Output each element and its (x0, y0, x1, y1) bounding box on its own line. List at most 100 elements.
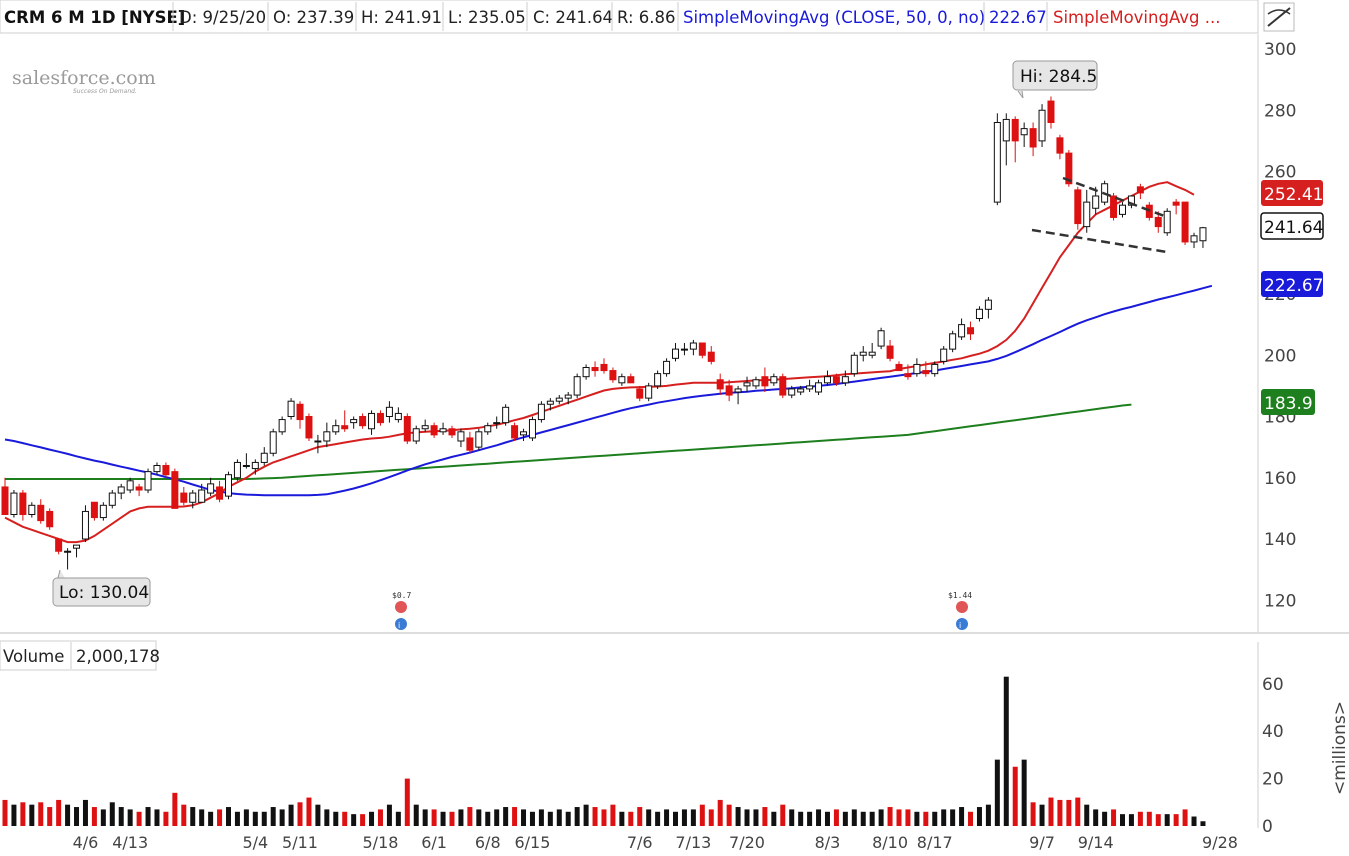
candle (412, 425, 420, 445)
volume-bar (1057, 799, 1063, 826)
candle-body (484, 425, 492, 433)
candle-body (591, 367, 599, 372)
candle (180, 486, 188, 506)
candle (126, 477, 134, 494)
candle-body (528, 419, 536, 439)
header-bar: CRM 6 M 1D [NYSE] D: 9/25/20 O: 237.39 H… (0, 0, 1259, 34)
price-tick-label: 260 (1264, 163, 1296, 183)
candle-body (323, 431, 331, 442)
high-label: Hi: 284.5 (1020, 67, 1097, 87)
candle-body (555, 397, 563, 402)
candle-body (823, 376, 831, 384)
candle-body (1011, 118, 1019, 142)
candle-body (1172, 201, 1180, 206)
volume-bar (1137, 811, 1143, 826)
candle (546, 398, 554, 411)
candle (859, 346, 867, 362)
candle-body (162, 465, 170, 476)
candle-body (913, 363, 921, 375)
volume-bar (762, 807, 768, 826)
candle (528, 416, 536, 441)
candle-body (28, 504, 36, 515)
candle (645, 382, 653, 402)
candle (421, 419, 429, 432)
candle-body (385, 406, 393, 417)
volume-bar (673, 811, 678, 826)
candle (520, 428, 528, 441)
candle-body (466, 437, 474, 451)
candle-body (10, 492, 18, 515)
candle (242, 453, 250, 469)
volume-bar (476, 809, 482, 826)
candle-body (180, 492, 188, 503)
volume-bar (1012, 766, 1018, 826)
candle-body (19, 492, 27, 515)
volume-bar (556, 809, 562, 826)
date-tick-label: 8/3 (815, 833, 841, 852)
header-high: H: 241.91 (361, 8, 442, 27)
candle (734, 385, 742, 405)
volume-bar (851, 809, 857, 826)
volume-bar (1039, 804, 1045, 826)
candle-body (975, 308, 983, 319)
candle (394, 407, 402, 423)
candle (19, 490, 27, 521)
volume-bar (226, 807, 231, 826)
volume-bar (38, 802, 44, 826)
volume-axis: 0 20 40 60 (1262, 675, 1284, 837)
candle (993, 113, 1001, 206)
candle-body (573, 376, 581, 396)
volume-bar (11, 804, 17, 826)
sma200-line (5, 403, 1132, 480)
volume-bar (860, 811, 866, 826)
candle-body (520, 431, 528, 436)
volume-bar (1075, 797, 1081, 826)
candle-body (233, 461, 241, 479)
candle (403, 413, 411, 445)
volume-bar (449, 811, 455, 826)
study2-label[interactable]: SimpleMovingAvg ... (1053, 8, 1221, 27)
volume-bar (896, 809, 902, 826)
candle (841, 370, 849, 386)
volume-bar (878, 809, 884, 826)
candle-body (1002, 118, 1010, 142)
candle (868, 343, 876, 359)
candle-body (296, 403, 304, 421)
candle-body (788, 388, 796, 396)
volume-bar (637, 807, 643, 826)
date-axis: 4/6 4/13 5/4 5/11 5/18 6/1 6/8 6/15 7/6 7/13 7/20 8… (73, 833, 1238, 852)
chart-style-button[interactable] (1263, 2, 1295, 32)
volume-bar (1048, 797, 1054, 826)
candle-body (421, 425, 429, 430)
candle (618, 373, 626, 386)
volume-bar (601, 809, 607, 826)
candle (877, 327, 885, 350)
candle-body (278, 419, 286, 433)
candle (823, 370, 831, 386)
earnings-event-1[interactable]: $0.7 i (392, 591, 411, 630)
candle-body (412, 428, 420, 442)
candle (761, 367, 769, 392)
candle (707, 346, 715, 365)
volume-bar (833, 809, 839, 826)
earnings-event-2[interactable]: $1.44 i (948, 591, 972, 630)
volume-bar (154, 809, 160, 826)
date-tick-label: 6/1 (421, 833, 447, 852)
symbol-label[interactable]: CRM 6 M 1D [NYSE] (4, 8, 185, 27)
candle (564, 392, 572, 405)
volume-bar (842, 811, 848, 826)
volume-bar (780, 804, 786, 826)
volume-bar (538, 809, 544, 826)
candle-body (475, 431, 483, 448)
volume-bar (1084, 804, 1090, 826)
candle-body (81, 510, 89, 540)
lower-trendline (1031, 228, 1168, 254)
candle-body (1163, 210, 1171, 234)
candle-body (698, 342, 706, 356)
date-tick-label: 5/18 (363, 833, 399, 852)
candle (797, 385, 805, 396)
candle-body (1083, 201, 1091, 228)
study1-label[interactable]: SimpleMovingAvg (CLOSE, 50, 0, no) (683, 8, 985, 27)
volume-bar (270, 807, 276, 826)
